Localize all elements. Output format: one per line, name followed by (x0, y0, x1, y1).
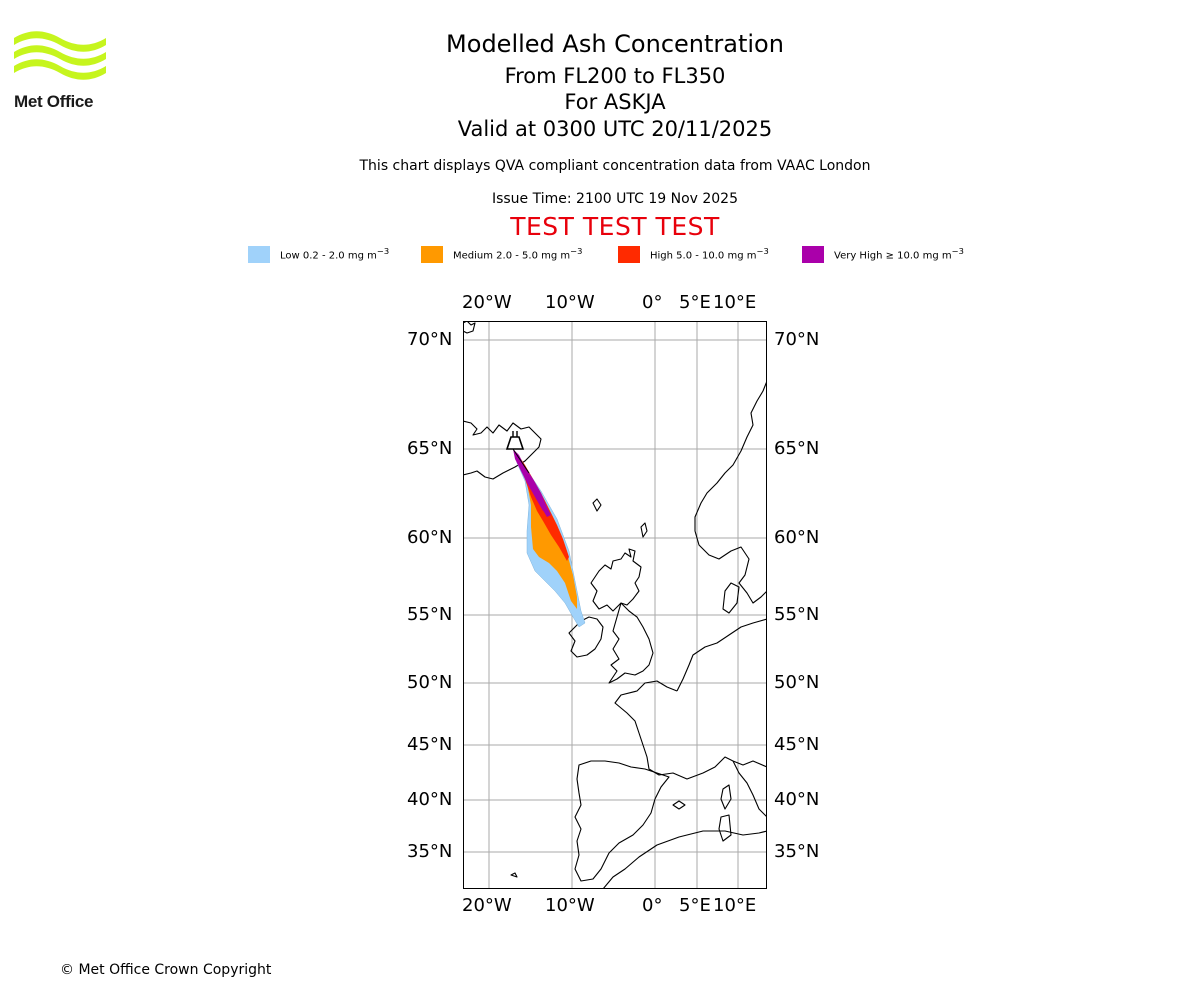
met-office-logo: Met Office (14, 30, 106, 112)
lat-label-right-35n: 35°N (774, 841, 820, 862)
map-gridlines (463, 321, 767, 889)
legend-swatch-medium (421, 245, 443, 263)
lon-label-bottom-10w: 10°W (545, 895, 595, 916)
met-office-waves-icon (14, 31, 106, 80)
legend-label-medium: Medium 2.0 - 5.0 mg m−3 (453, 246, 583, 262)
coastline-france (614, 680, 767, 780)
legend-item-very-high: Very High ≥ 10.0 mg m−3 (802, 244, 964, 264)
chart-title: Modelled Ash Concentration (446, 30, 784, 58)
lat-label-right-50n: 50°N (774, 672, 820, 693)
coastline-uk (590, 548, 642, 612)
legend-item-low: Low 0.2 - 2.0 mg m−3 (248, 244, 389, 264)
lon-label-top-20w: 20°W (462, 292, 512, 313)
lon-label-bottom-0: 0° (642, 895, 663, 916)
lat-label-left-70n: 70°N (407, 329, 453, 350)
flight-level-range: From FL200 to FL350 (504, 64, 726, 88)
legend-swatch-low (248, 245, 270, 263)
coastline-scandinavia (694, 380, 767, 604)
legend-swatch-very-high (802, 245, 824, 263)
lon-label-top-5e: 5°E (679, 292, 711, 313)
ash-plume (512, 448, 586, 628)
coastline-iceland (463, 420, 542, 480)
lat-label-right-40n: 40°N (774, 789, 820, 810)
ash-region-very-high (513, 449, 547, 511)
lat-label-left-60n: 60°N (407, 527, 453, 548)
lon-label-top-10w: 10°W (545, 292, 595, 313)
lon-label-top-0: 0° (642, 292, 663, 313)
lat-label-left-45n: 45°N (407, 734, 453, 755)
lon-label-bottom-10e: 10°E (713, 895, 757, 916)
map-background (463, 321, 767, 889)
legend-item-high: High 5.0 - 10.0 mg m−3 (618, 244, 769, 264)
lon-label-bottom-5e: 5°E (679, 895, 711, 916)
lon-label-top-10e: 10°E (713, 292, 757, 313)
lon-label-bottom-20w: 20°W (462, 895, 512, 916)
lat-label-right-65n: 65°N (774, 438, 820, 459)
lat-label-left-40n: 40°N (407, 789, 453, 810)
coastlines (463, 321, 767, 889)
lat-label-right-55n: 55°N (774, 604, 820, 625)
lat-label-left-35n: 35°N (407, 841, 453, 862)
map-frame (463, 321, 767, 889)
legend-swatch-high (618, 245, 640, 263)
lat-label-left-50n: 50°N (407, 672, 453, 693)
legend-label-very-high: Very High ≥ 10.0 mg m−3 (834, 246, 964, 262)
lat-label-right-45n: 45°N (774, 734, 820, 755)
lat-label-right-70n: 70°N (774, 329, 820, 350)
coastline-ireland (568, 616, 604, 658)
lat-label-left-55n: 55°N (407, 604, 453, 625)
issue-time: Issue Time: 2100 UTC 19 Nov 2025 (491, 191, 739, 207)
volcano-name: For ASKJA (564, 90, 666, 114)
coastline-africa (602, 830, 767, 889)
lat-label-left-65n: 65°N (407, 438, 453, 459)
test-banner: TEST TEST TEST (510, 212, 720, 241)
concentration-legend: Low 0.2 - 2.0 mg m−3 Medium 2.0 - 5.0 mg… (0, 244, 1200, 264)
met-office-wordmark: Met Office (14, 92, 94, 111)
legend-label-low: Low 0.2 - 2.0 mg m−3 (280, 246, 390, 262)
valid-time: Valid at 0300 UTC 20/11/2025 (457, 117, 773, 141)
legend-item-medium: Medium 2.0 - 5.0 mg m−3 (421, 244, 582, 264)
copyright-notice: © Met Office Crown Copyright (60, 962, 272, 978)
volcano-marker-icon (505, 431, 525, 450)
coastline-iberia (574, 760, 670, 882)
chart-description: This chart displays QVA compliant concen… (359, 158, 871, 174)
lat-label-right-60n: 60°N (774, 527, 820, 548)
ash-concentration-map (463, 321, 767, 889)
legend-label-high: High 5.0 - 10.0 mg m−3 (650, 246, 769, 262)
